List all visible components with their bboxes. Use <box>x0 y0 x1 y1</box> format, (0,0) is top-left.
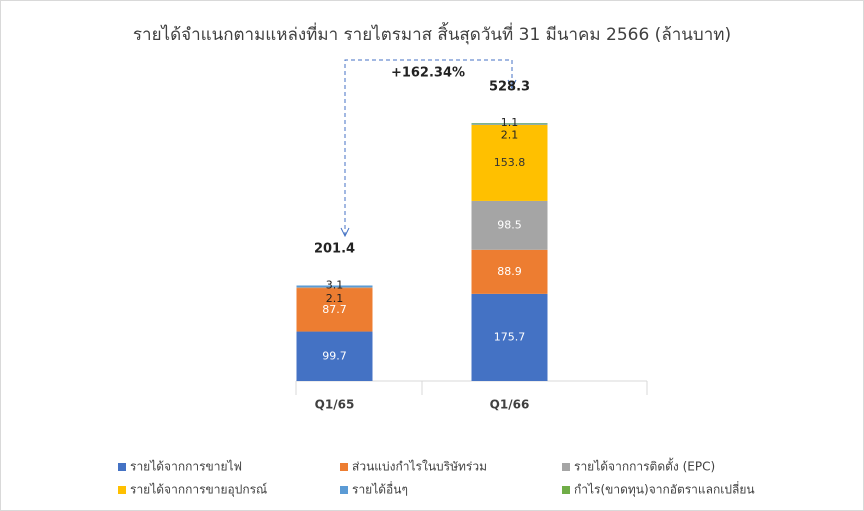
data-label: 3.1 <box>326 278 344 291</box>
data-label: 2.1 <box>326 292 344 305</box>
total-label: 201.4 <box>314 242 355 257</box>
legend-swatch <box>340 463 348 471</box>
legend-swatch <box>118 463 126 471</box>
x-tick-label: Q1/65 <box>315 398 355 412</box>
legend-label: รายได้อื่นๆ <box>352 481 408 497</box>
legend-label: ส่วนแบ่งกำไรในบริษัทร่วม <box>352 460 487 474</box>
legend-label: รายได้จากการติดตั้ง (EPC) <box>574 458 715 474</box>
data-label: 153.8 <box>494 156 526 169</box>
data-label: 175.7 <box>494 330 526 343</box>
bar-segment <box>296 288 373 332</box>
chart-title: รายได้จำแนกตามแหล่งที่มา รายไตรมาส สิ้นส… <box>133 22 731 45</box>
data-label: 98.5 <box>497 218 522 231</box>
bar-segment <box>471 123 548 124</box>
legend-label: กำไร(ขาดทุน)จากอัตราแลกเปลี่ยน <box>574 481 755 498</box>
bar-segment <box>296 287 373 289</box>
bar-segment <box>471 249 548 294</box>
data-label: 87.7 <box>322 303 347 316</box>
bar-segment <box>471 123 548 125</box>
growth-label: +162.34% <box>391 66 465 81</box>
bar-segment <box>296 285 373 288</box>
data-label: 1.1 <box>501 116 519 129</box>
data-label: 99.7 <box>322 349 347 362</box>
legend-swatch <box>562 486 570 494</box>
x-tick-label: Q1/66 <box>490 398 530 412</box>
legend-label: รายได้จากการขายอุปกรณ์ <box>130 483 267 498</box>
legend-swatch <box>118 486 126 494</box>
bar-segment <box>296 331 373 381</box>
bar-segment <box>471 293 548 381</box>
legend-label: รายได้จากการขายไฟ <box>130 460 242 474</box>
bar-segment <box>471 124 548 201</box>
arrow-head <box>340 79 517 238</box>
legend-swatch <box>562 463 570 471</box>
legend-swatch <box>340 486 348 494</box>
data-label: 88.9 <box>497 265 522 278</box>
data-label: 2.1 <box>501 129 519 142</box>
growth-arrow <box>344 59 513 236</box>
bar-segment <box>471 200 548 250</box>
total-label: 528.3 <box>489 80 530 95</box>
